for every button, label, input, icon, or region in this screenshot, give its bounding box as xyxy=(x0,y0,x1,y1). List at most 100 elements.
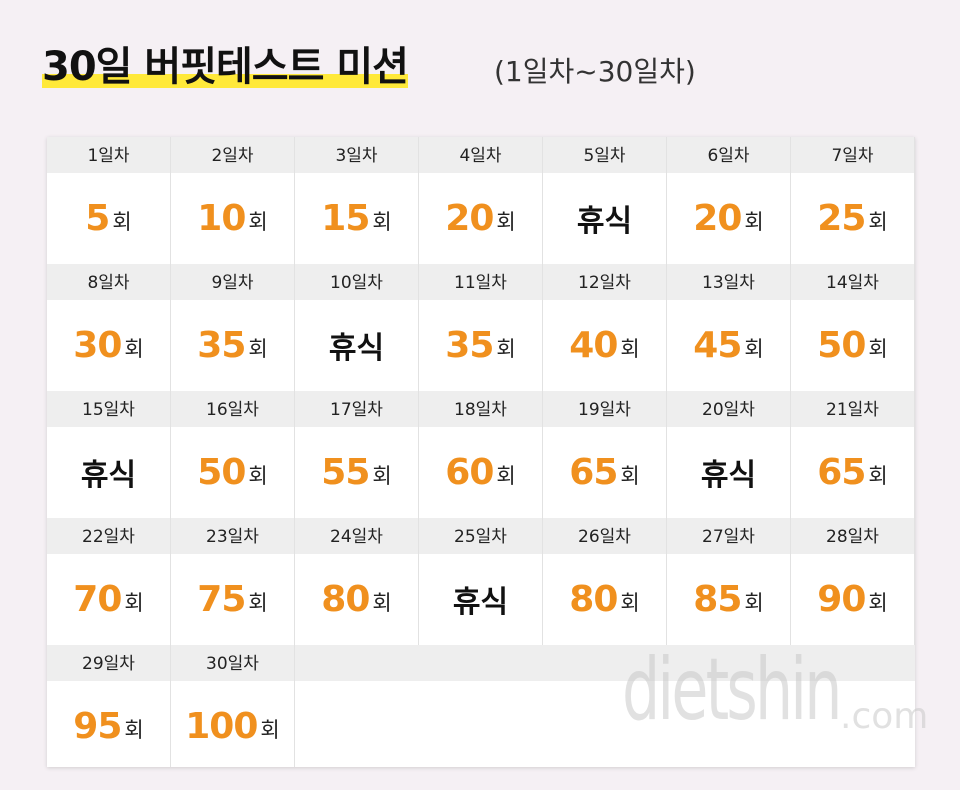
day-cell: 27일차 85 회 xyxy=(667,518,791,645)
day-value: 35 회 xyxy=(419,300,542,390)
count: 25 xyxy=(817,197,866,239)
day-label: 15일차 xyxy=(82,400,135,420)
count: 90 xyxy=(817,578,866,620)
count: 35 xyxy=(445,324,494,366)
rest-label: 휴식 xyxy=(576,204,633,239)
day-label: 2일차 xyxy=(211,146,254,166)
day-cell: 29일차 95 회 xyxy=(47,645,171,767)
count: 30 xyxy=(73,324,122,366)
day-value: 70 회 xyxy=(47,554,170,644)
day-label: 14일차 xyxy=(826,273,879,293)
day-cell: 4일차 20 회 xyxy=(419,137,543,264)
count: 50 xyxy=(197,451,246,493)
rest-label: 휴식 xyxy=(80,458,137,493)
day-value: 20 회 xyxy=(419,173,542,263)
watermark: dietshin .com xyxy=(622,640,933,740)
day-value: 휴식 xyxy=(667,427,790,517)
day-label: 1일차 xyxy=(87,146,130,166)
count: 15 xyxy=(321,197,370,239)
day-label: 27일차 xyxy=(702,527,755,547)
unit: 회 xyxy=(744,337,764,361)
day-value: 40 회 xyxy=(543,300,666,390)
count: 85 xyxy=(693,578,742,620)
day-cell: 24일차 80 회 xyxy=(295,518,419,645)
count: 40 xyxy=(569,324,618,366)
unit: 회 xyxy=(868,464,888,488)
watermark-name: dietshin xyxy=(622,640,842,740)
day-label: 18일차 xyxy=(454,400,507,420)
count: 100 xyxy=(185,705,258,747)
day-value: 20 회 xyxy=(667,173,790,263)
unit: 회 xyxy=(496,464,516,488)
unit: 회 xyxy=(124,337,144,361)
day-value: 35 회 xyxy=(171,300,294,390)
watermark-domain: .com xyxy=(840,696,929,737)
unit: 회 xyxy=(868,337,888,361)
count: 45 xyxy=(693,324,742,366)
day-label: 5일차 xyxy=(583,146,626,166)
day-label: 13일차 xyxy=(702,273,755,293)
count: 10 xyxy=(197,197,246,239)
unit: 회 xyxy=(372,210,392,234)
day-label: 19일차 xyxy=(578,400,631,420)
rest-label: 휴식 xyxy=(452,585,509,620)
count: 5 xyxy=(85,197,110,239)
title-wrap: 30일 버핏테스트 미션 xyxy=(42,34,409,92)
day-label: 12일차 xyxy=(578,273,631,293)
header-band xyxy=(47,264,915,300)
day-label: 4일차 xyxy=(459,146,502,166)
day-cell: 3일차 15 회 xyxy=(295,137,419,264)
day-cell: 7일차 25 회 xyxy=(791,137,915,264)
unit: 회 xyxy=(620,591,640,615)
mission-table: 1일차 5 회 2일차 10 회 3일차 15 회 4일차 20 회 5일차 휴식 6일차 20 회 7일차 25 회… xyxy=(47,137,915,767)
day-cell: 8일차 30 회 xyxy=(47,264,171,391)
day-value: 10 회 xyxy=(171,173,294,263)
day-value: 65 회 xyxy=(543,427,666,517)
day-cell: 28일차 90 회 xyxy=(791,518,915,645)
count: 80 xyxy=(569,578,618,620)
unit: 회 xyxy=(620,337,640,361)
day-value: 25 회 xyxy=(791,173,914,263)
unit: 회 xyxy=(248,337,268,361)
unit: 회 xyxy=(372,591,392,615)
day-value: 85 회 xyxy=(667,554,790,644)
day-cell: 9일차 35 회 xyxy=(171,264,295,391)
unit: 회 xyxy=(112,210,132,234)
day-label: 10일차 xyxy=(330,273,383,293)
day-label: 22일차 xyxy=(82,527,135,547)
day-cell: 18일차 60 회 xyxy=(419,391,543,518)
day-label: 17일차 xyxy=(330,400,383,420)
day-label: 23일차 xyxy=(206,527,259,547)
day-value: 100 회 xyxy=(171,681,294,771)
count: 80 xyxy=(321,578,370,620)
header-band xyxy=(47,137,915,173)
unit: 회 xyxy=(620,464,640,488)
subtitle: (1일차~30일차) xyxy=(494,55,696,88)
unit: 회 xyxy=(744,210,764,234)
day-label: 26일차 xyxy=(578,527,631,547)
day-label: 16일차 xyxy=(206,400,259,420)
day-cell: 20일차 휴식 xyxy=(667,391,791,518)
count: 95 xyxy=(73,705,122,747)
day-value: 90 회 xyxy=(791,554,914,644)
title: 30일 버핏테스트 미션 xyxy=(42,44,409,90)
unit: 회 xyxy=(744,591,764,615)
day-cell: 11일차 35 회 xyxy=(419,264,543,391)
unit: 회 xyxy=(124,591,144,615)
day-cell: 14일차 50 회 xyxy=(791,264,915,391)
count: 60 xyxy=(445,451,494,493)
day-value: 95 회 xyxy=(47,681,170,771)
unit: 회 xyxy=(868,591,888,615)
day-value: 65 회 xyxy=(791,427,914,517)
count: 65 xyxy=(817,451,866,493)
day-label: 7일차 xyxy=(831,146,874,166)
title-highlight xyxy=(42,74,408,88)
rest-label: 휴식 xyxy=(328,331,385,366)
count: 20 xyxy=(445,197,494,239)
count: 70 xyxy=(73,578,122,620)
day-value: 휴식 xyxy=(419,554,542,644)
